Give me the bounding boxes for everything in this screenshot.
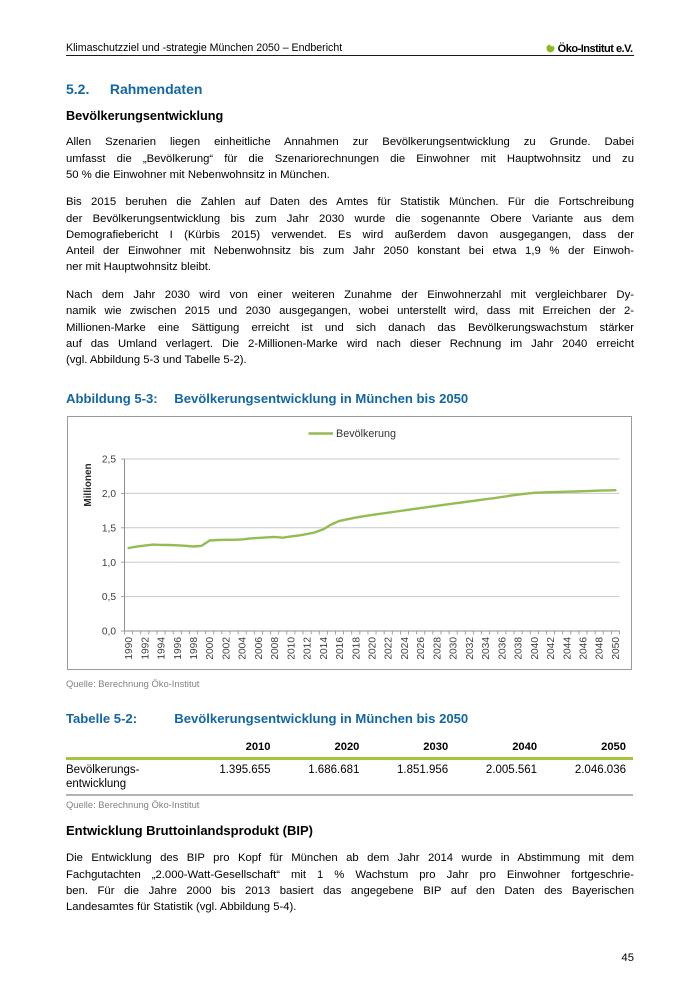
svg-text:Millionen: Millionen [83, 463, 94, 506]
svg-text:2006: 2006 [253, 636, 264, 659]
svg-text:2022: 2022 [383, 636, 394, 659]
svg-text:2004: 2004 [237, 636, 248, 659]
svg-text:1994: 1994 [156, 636, 167, 659]
svg-text:1990: 1990 [124, 636, 135, 659]
svg-text:2016: 2016 [335, 636, 346, 659]
svg-text:2038: 2038 [513, 636, 524, 659]
svg-text:2014: 2014 [318, 636, 329, 659]
svg-text:2008: 2008 [270, 636, 281, 659]
svg-text:2036: 2036 [497, 636, 508, 659]
svg-text:2,5: 2,5 [101, 454, 115, 465]
svg-text:2024: 2024 [399, 636, 410, 659]
svg-text:2018: 2018 [351, 636, 362, 659]
svg-text:Bevölkerung: Bevölkerung [336, 427, 396, 439]
svg-text:2040: 2040 [529, 636, 540, 659]
svg-text:2032: 2032 [464, 636, 475, 659]
svg-text:2044: 2044 [562, 636, 573, 659]
svg-text:2034: 2034 [481, 636, 492, 659]
svg-text:1992: 1992 [140, 636, 151, 659]
svg-text:1,5: 1,5 [101, 523, 115, 534]
svg-text:0,5: 0,5 [101, 592, 115, 603]
svg-text:2050: 2050 [610, 636, 621, 659]
svg-text:2026: 2026 [416, 636, 427, 659]
svg-text:2000: 2000 [205, 636, 216, 659]
svg-text:2020: 2020 [367, 636, 378, 659]
svg-text:2042: 2042 [546, 636, 557, 659]
svg-text:1,0: 1,0 [101, 557, 115, 568]
svg-text:2028: 2028 [432, 636, 443, 659]
svg-text:0,0: 0,0 [101, 626, 115, 637]
svg-text:1996: 1996 [172, 636, 183, 659]
svg-text:2010: 2010 [286, 636, 297, 659]
svg-text:1998: 1998 [188, 636, 199, 659]
svg-text:2002: 2002 [221, 636, 232, 659]
svg-text:2,0: 2,0 [101, 489, 115, 500]
svg-text:2030: 2030 [448, 636, 459, 659]
svg-text:2048: 2048 [594, 636, 605, 659]
svg-text:2046: 2046 [578, 636, 589, 659]
svg-text:2012: 2012 [302, 636, 313, 659]
